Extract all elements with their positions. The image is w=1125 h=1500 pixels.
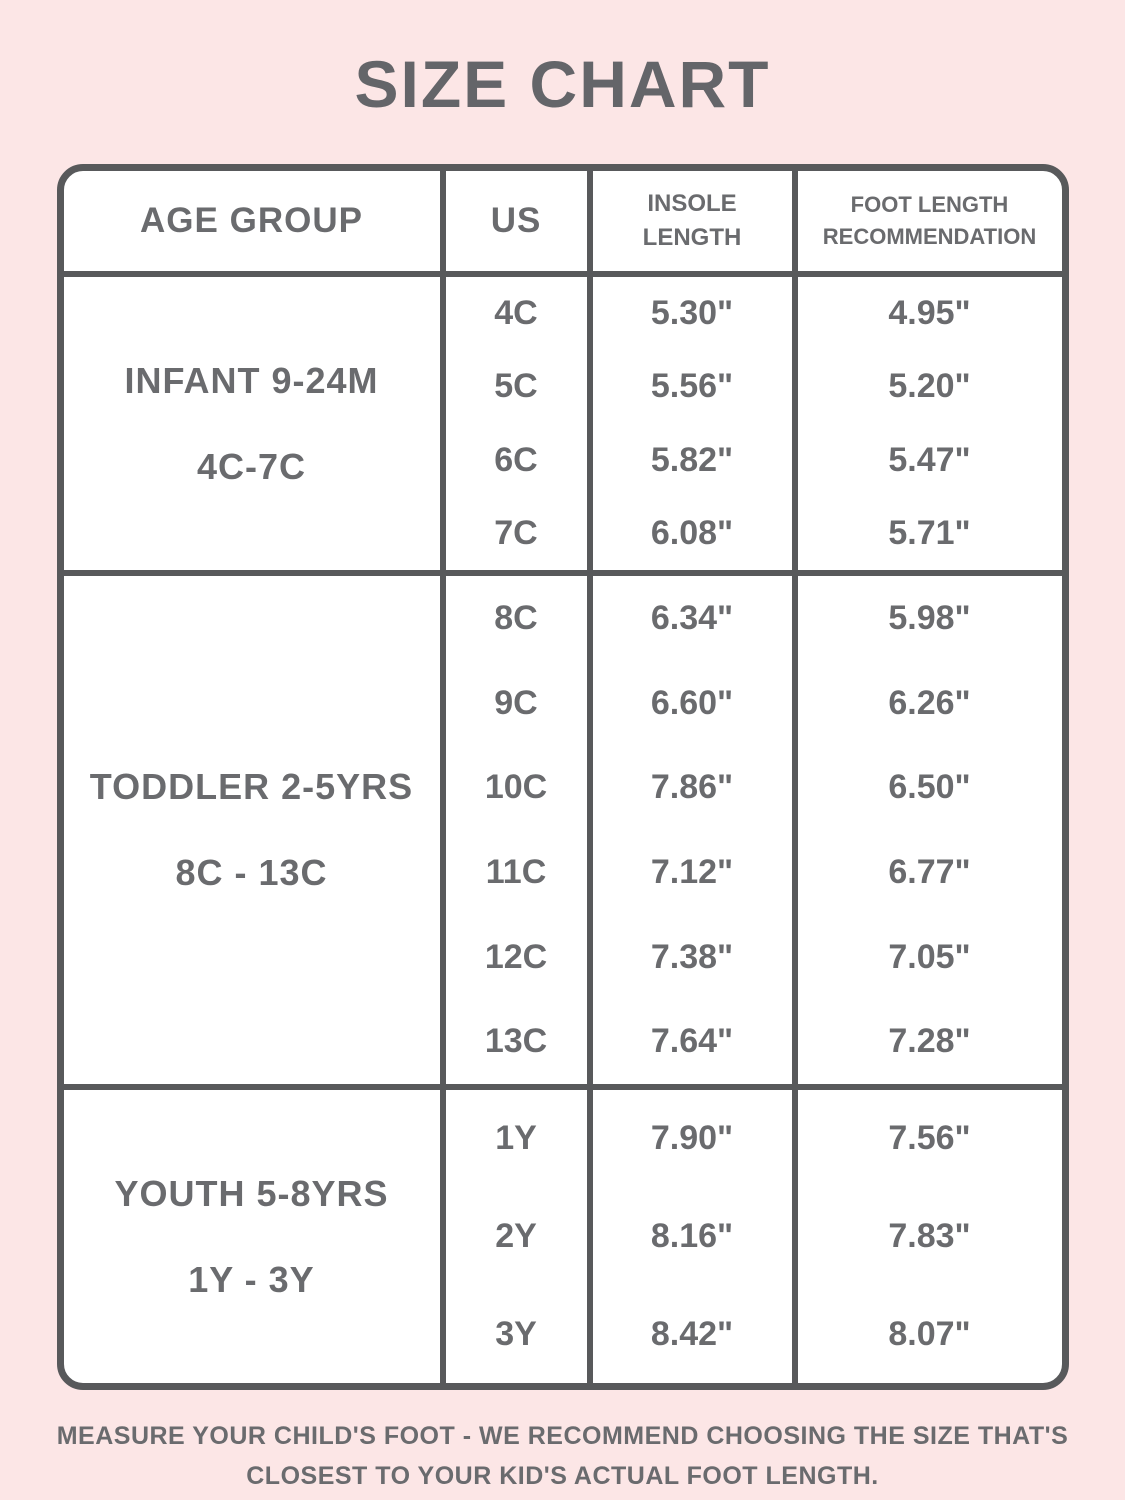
foot-length-cell: 5.71" — [888, 513, 971, 552]
size-range: 8C - 13C — [175, 852, 328, 893]
insole-length-cell: 6.08" — [593, 496, 798, 570]
table-row: 10C 7.86" 6.50" — [446, 745, 1062, 831]
insole-length-cell: 8.16" — [593, 1187, 798, 1286]
group-infant: INFANT 9-24M 4C-7C 4C 5.30" 4.95" 5C 5.5… — [63, 271, 1062, 570]
us-size-cell: 7C — [446, 496, 593, 570]
header-cell-us: US — [446, 171, 593, 271]
foot-length-cell: 7.83" — [888, 1217, 971, 1255]
group-toddler: TODDLER 2-5YRS 8C - 13C 8C 6.34" 5.98" 9… — [63, 570, 1062, 1085]
table-row: 9C 6.60" 6.26" — [446, 660, 1062, 746]
insole-length-cell: 6.60" — [593, 660, 798, 746]
age-group-name: TODDLER 2-5YRS — [89, 766, 414, 807]
insole-length-cell: 7.64" — [593, 999, 798, 1085]
insole-length-cell: 7.38" — [593, 914, 798, 1000]
table-row: 3Y 8.42" 8.07" — [446, 1285, 1062, 1383]
size-chart-table: AGE GROUP US INSOLE LENGTH FOOT LENGTH R… — [56, 164, 1069, 1390]
us-size-cell: 9C — [446, 660, 593, 746]
table-row: 6C 5.82" 5.47" — [446, 423, 1062, 497]
us-size-cell: 3Y — [446, 1285, 593, 1383]
us-size-cell: 10C — [446, 745, 593, 831]
table-row: 8C 6.34" 5.98" — [446, 576, 1062, 661]
age-group-label-youth: YOUTH 5-8YRS 1Y - 3Y — [64, 1090, 446, 1383]
insole-length-cell: 7.86" — [593, 745, 798, 831]
insole-length-cell: 6.34" — [593, 576, 798, 661]
group-youth: YOUTH 5-8YRS 1Y - 3Y 1Y 7.90" 7.56" 2Y 8… — [63, 1084, 1062, 1383]
us-size-cell: 1Y — [446, 1090, 593, 1188]
us-size-cell: 8C — [446, 576, 593, 661]
us-size-cell: 13C — [446, 999, 593, 1085]
foot-length-cell: 4.95" — [888, 294, 971, 333]
foot-length-cell: 7.05" — [888, 937, 971, 976]
group-rows-toddler: 8C 6.34" 5.98" 9C 6.60" 6.26" 10C 7.86" … — [446, 576, 1062, 1085]
age-group-label-infant: INFANT 9-24M 4C-7C — [64, 277, 446, 570]
age-group-label-toddler: TODDLER 2-5YRS 8C - 13C — [64, 576, 446, 1084]
foot-length-cell: 7.56" — [888, 1119, 971, 1158]
foot-length-cell: 6.26" — [888, 683, 971, 722]
age-group-name: INFANT 9-24M — [124, 359, 379, 401]
foot-length-cell: 8.07" — [888, 1314, 971, 1353]
us-size-cell: 12C — [446, 914, 593, 1000]
foot-length-cell: 5.47" — [888, 440, 971, 479]
us-size-cell: 2Y — [446, 1187, 593, 1286]
table-row: 12C 7.38" 7.05" — [446, 914, 1062, 1000]
us-size-cell: 6C — [446, 423, 593, 497]
table-row: 1Y 7.90" 7.56" — [446, 1090, 1062, 1188]
table-row: 2Y 8.16" 7.83" — [446, 1187, 1062, 1286]
foot-length-cell: 6.77" — [888, 852, 971, 891]
us-size-cell: 4C — [446, 277, 593, 351]
foot-length-cell: 7.28" — [888, 1022, 971, 1061]
header-cell-foot-length-recommendation: FOOT LENGTH RECOMMENDATION — [822, 192, 1037, 249]
insole-length-cell: 7.12" — [593, 830, 798, 915]
page-title: SIZE CHART — [354, 47, 771, 121]
group-rows-youth: 1Y 7.90" 7.56" 2Y 8.16" 7.83" 3Y 8.42" 8… — [446, 1090, 1062, 1383]
table-row: 13C 7.64" 7.28" — [446, 999, 1062, 1085]
us-size-cell: 5C — [446, 350, 593, 424]
table-row: 5C 5.56" 5.20" — [446, 350, 1062, 424]
size-range: 1Y - 3Y — [188, 1258, 315, 1300]
table-header-row: AGE GROUP US INSOLE LENGTH FOOT LENGTH R… — [64, 171, 1062, 271]
insole-length-cell: 7.90" — [593, 1090, 798, 1188]
header-cell-age-group: AGE GROUP — [64, 171, 446, 271]
insole-length-cell: 5.82" — [593, 423, 798, 497]
header-cell-insole-length: INSOLE LENGTH — [593, 171, 798, 271]
measurement-note: MEASURE YOUR CHILD'S FOOT - WE RECOMMEND… — [56, 1422, 1069, 1490]
table-row: 11C 7.12" 6.77" — [446, 830, 1062, 915]
group-rows-infant: 4C 5.30" 4.95" 5C 5.56" 5.20" 6C 5.82" 5… — [446, 277, 1062, 570]
size-range: 4C-7C — [196, 445, 307, 487]
age-group-name: YOUTH 5-8YRS — [114, 1172, 389, 1214]
insole-length-cell: 5.30" — [593, 277, 798, 351]
table-row: 4C 5.30" 4.95" — [446, 277, 1062, 351]
foot-length-cell: 5.20" — [888, 367, 971, 406]
foot-length-cell: 6.50" — [888, 768, 971, 807]
us-size-cell: 11C — [446, 830, 593, 915]
foot-length-cell: 5.98" — [888, 598, 971, 637]
insole-length-cell: 5.56" — [593, 350, 798, 424]
table-row: 7C 6.08" 5.71" — [446, 496, 1062, 570]
insole-length-cell: 8.42" — [593, 1285, 798, 1383]
